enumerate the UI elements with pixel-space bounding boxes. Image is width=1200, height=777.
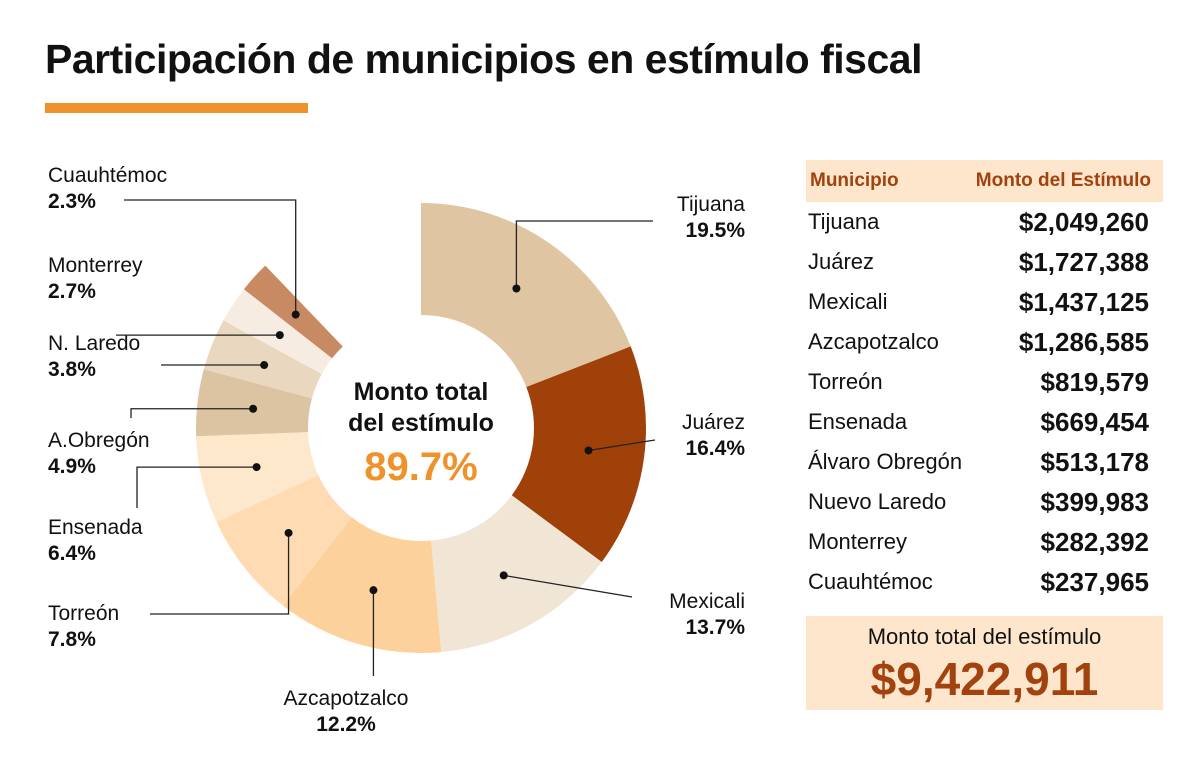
slice-label-name: N. Laredo bbox=[48, 332, 140, 355]
center-label: del estímulo bbox=[348, 409, 494, 437]
donut-slice bbox=[421, 203, 631, 388]
table-cell-municipio: Álvaro Obregón bbox=[808, 449, 963, 474]
donut-slice bbox=[223, 289, 333, 374]
table-cell-monto: $237,965 bbox=[1040, 566, 1149, 597]
table-cell-monto: $1,286,585 bbox=[1018, 326, 1149, 357]
slice-label-percent: 19.5% bbox=[685, 219, 745, 242]
slice-label-name: A.Obregón bbox=[48, 429, 150, 452]
table-row: Tijuana $2,049,260 bbox=[806, 202, 1163, 242]
slice-marker-dot bbox=[291, 310, 300, 319]
slice-label-name: Monterrey bbox=[48, 254, 143, 277]
slice-label-name: Mexicali bbox=[669, 590, 745, 613]
slice-marker-dot bbox=[512, 284, 521, 293]
leader-line bbox=[588, 439, 656, 452]
slice-label-percent: 13.7% bbox=[685, 616, 745, 639]
table-cell-monto: $399,983 bbox=[1040, 486, 1149, 517]
table-cell-monto: $669,454 bbox=[1040, 406, 1149, 437]
table-cell-municipio: Monterrey bbox=[808, 529, 908, 554]
slice-marker-dot bbox=[252, 463, 261, 472]
slice-marker-dot bbox=[249, 404, 258, 413]
table-cell-monto: $819,579 bbox=[1040, 366, 1149, 397]
slice-label-percent: 7.8% bbox=[48, 628, 96, 651]
table-cell-municipio: Nuevo Laredo bbox=[808, 489, 947, 514]
donut-slice bbox=[431, 495, 602, 653]
title-underline bbox=[45, 103, 308, 113]
slice-marker-dot bbox=[260, 361, 269, 370]
leader-line bbox=[515, 220, 653, 289]
table-cell-municipio: Mexicali bbox=[808, 289, 888, 314]
table-header: Municipio Monto del Estímulo bbox=[806, 160, 1163, 202]
slice-label-percent: 6.4% bbox=[48, 542, 96, 565]
table-row: Ensenada $669,454 bbox=[806, 402, 1163, 442]
slice-label-name: Ensenada bbox=[48, 516, 143, 539]
chart-title: Participación de municipios en estímulo … bbox=[45, 36, 922, 82]
table-row: Monterrey $282,392 bbox=[806, 522, 1163, 562]
total-value: $9,422,911 bbox=[870, 653, 1099, 705]
table-row: Torreón $819,579 bbox=[806, 362, 1163, 402]
center-label: Monto total bbox=[354, 378, 489, 406]
table-cell-municipio: Tijuana bbox=[808, 209, 880, 234]
donut-slice bbox=[196, 432, 319, 522]
leader-line bbox=[130, 408, 254, 418]
donut-slice bbox=[216, 475, 352, 606]
slice-label-percent: 2.3% bbox=[48, 190, 96, 213]
slice-label-percent: 12.2% bbox=[316, 713, 376, 736]
table-body: Tijuana $2,049,260 Juárez $1,727,388 Mexical… bbox=[806, 202, 1163, 602]
table-row: Álvaro Obregón $513,178 bbox=[806, 442, 1163, 482]
leader-line bbox=[150, 532, 290, 615]
table-cell-municipio: Torreón bbox=[808, 369, 883, 394]
donut-slice bbox=[282, 517, 442, 654]
leader-line bbox=[124, 199, 297, 315]
slice-label-percent: 2.7% bbox=[48, 280, 96, 303]
table-cell-monto: $282,392 bbox=[1040, 526, 1149, 557]
center-value: 89.7% bbox=[364, 445, 477, 489]
slice-marker-dot bbox=[584, 446, 593, 455]
slice-label-percent: 3.8% bbox=[48, 358, 96, 381]
slice-marker-dot bbox=[499, 571, 508, 580]
total-box: Monto total del estímulo $9,422,911 bbox=[806, 616, 1163, 710]
amounts-table: Municipio Monto del Estímulo Tijuana $2,0… bbox=[806, 160, 1163, 602]
slice-marker-dot bbox=[275, 331, 284, 340]
table-cell-monto: $2,049,260 bbox=[1018, 206, 1149, 237]
slice-label-name: Azcapotzalco bbox=[284, 687, 409, 710]
slice-marker-dot bbox=[284, 528, 293, 537]
donut-slice bbox=[203, 320, 322, 399]
donut-slice bbox=[196, 369, 312, 437]
table-row: Mexicali $1,437,125 bbox=[806, 282, 1163, 322]
donut-slice bbox=[511, 346, 646, 562]
total-label: Monto total del estímulo bbox=[867, 624, 1102, 649]
slice-label-percent: 16.4% bbox=[685, 437, 745, 460]
table-cell-monto: $1,437,125 bbox=[1018, 286, 1149, 317]
table-cell-monto: $513,178 bbox=[1040, 446, 1149, 477]
slice-label-name: Juárez bbox=[682, 411, 745, 434]
donut-chart: Tijuana 19.5% Juárez 16.4% Mexicali 13.7% Azca… bbox=[48, 164, 745, 736]
table-row: Cuauhtémoc $237,965 bbox=[806, 562, 1163, 602]
slice-label-percent: 4.9% bbox=[48, 455, 96, 478]
table-cell-municipio: Ensenada bbox=[808, 409, 908, 434]
slice-label-name: Torreón bbox=[48, 602, 119, 625]
table-cell-municipio: Azcapotzalco bbox=[808, 329, 939, 354]
leader-line bbox=[503, 574, 633, 598]
table-cell-municipio: Juárez bbox=[808, 249, 875, 274]
slice-label-name: Tijuana bbox=[677, 193, 745, 216]
table-row: Juárez $1,727,388 bbox=[806, 242, 1163, 282]
table-header-municipio: Municipio bbox=[810, 170, 899, 191]
slice-marker-dot bbox=[369, 586, 378, 595]
table-row: Azcapotzalco $1,286,585 bbox=[806, 322, 1163, 362]
table-cell-monto: $1,727,388 bbox=[1018, 246, 1149, 277]
table-cell-municipio: Cuauhtémoc bbox=[808, 569, 933, 594]
slice-label-name: Cuauhtémoc bbox=[48, 164, 167, 187]
leader-line bbox=[136, 466, 257, 508]
table-row: Nuevo Laredo $399,983 bbox=[806, 482, 1163, 522]
table-header-monto: Monto del Estímulo bbox=[975, 170, 1151, 191]
